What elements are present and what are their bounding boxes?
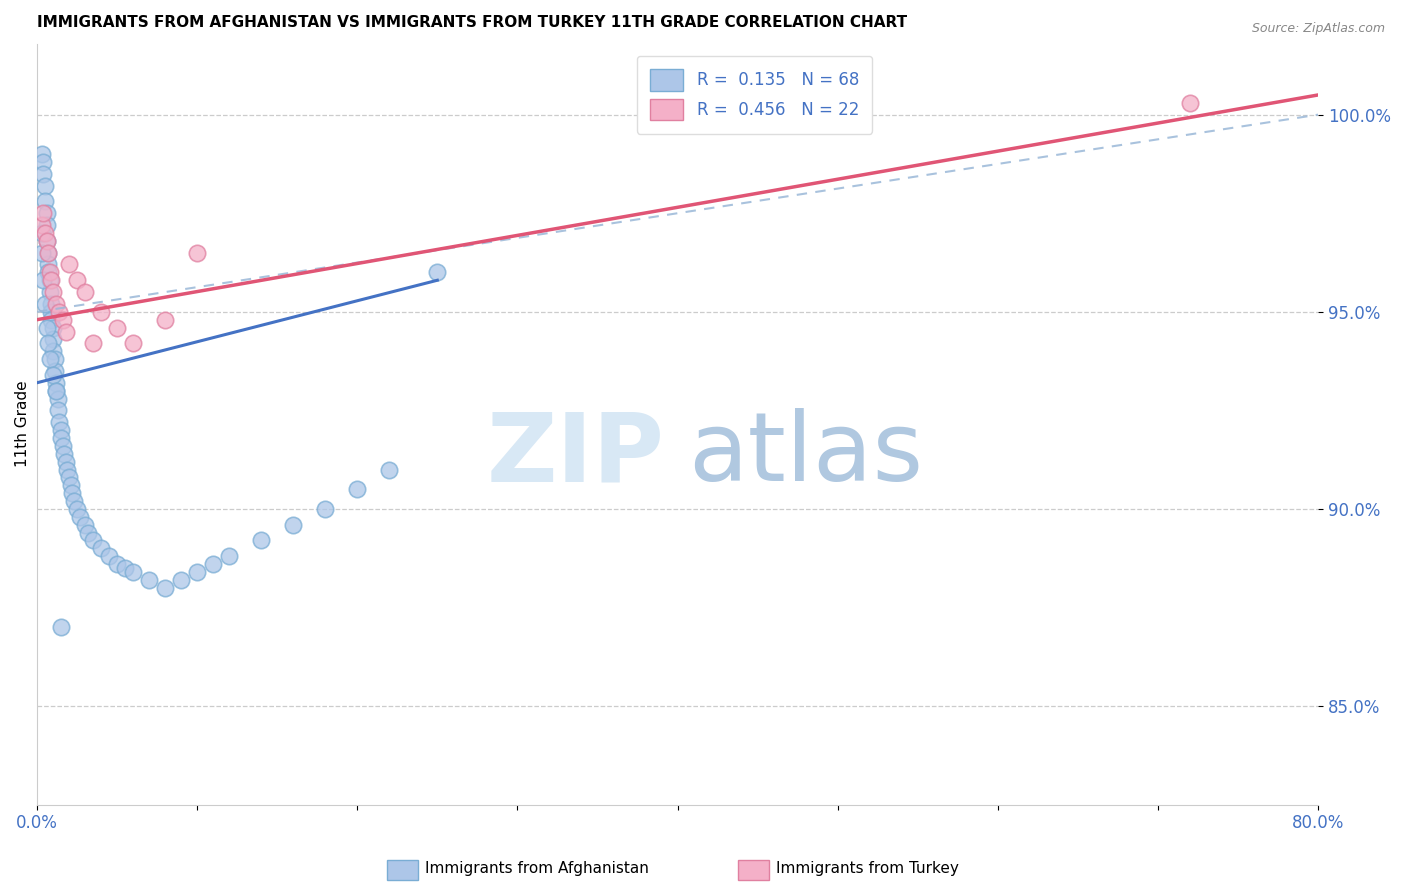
Point [41,273,63,287]
Point [66,273,89,287]
Point [218,549,240,564]
Point [45,376,67,390]
Point [170,573,193,587]
Point [138,573,160,587]
Point [122,565,145,579]
Text: Immigrants from Turkey: Immigrants from Turkey [776,862,959,876]
Point [32,155,55,169]
Point [90,541,112,556]
Point [90,305,112,319]
Point [46,403,69,417]
Point [35,234,58,248]
Point [58,258,80,272]
Point [34,297,56,311]
Text: Immigrants from Afghanistan: Immigrants from Afghanistan [425,862,648,876]
Point [37,245,59,260]
Text: Source: ZipAtlas.com: Source: ZipAtlas.com [1251,22,1385,36]
Point [38,285,60,299]
Point [153,312,176,326]
Point [46,392,69,406]
Point [41,297,63,311]
Point [38,352,60,367]
Point [153,581,176,595]
Point [250,533,273,548]
Point [34,226,56,240]
Point [42,368,65,382]
Point [42,285,65,299]
Point [49,423,72,437]
Point [37,245,59,260]
Point [35,234,58,248]
Point [55,455,77,469]
Point [52,439,75,453]
Point [122,336,145,351]
Point [283,517,305,532]
Point [31,245,53,260]
Point [73,285,96,299]
Point [66,502,89,516]
Point [32,167,55,181]
Point [346,482,368,496]
Point [35,206,58,220]
Point [49,620,72,634]
Point [31,147,53,161]
Point [42,332,65,346]
Text: ZIP: ZIP [486,409,664,501]
Point [31,226,53,240]
Point [98,549,121,564]
Point [186,565,208,579]
Point [378,462,401,476]
Text: atlas: atlas [688,409,924,501]
Point [44,352,66,367]
Point [32,206,55,220]
Point [45,297,67,311]
Point [49,431,72,445]
Point [62,494,84,508]
Point [45,384,67,398]
Point [34,178,56,193]
Point [58,470,80,484]
Point [41,305,63,319]
Point [41,312,63,326]
Point [35,320,58,334]
Point [105,320,128,334]
Point [32,273,55,287]
Point [202,557,225,571]
Point [38,273,60,287]
Point [56,462,79,476]
Point [1178,95,1201,110]
Point [59,478,82,492]
Point [55,325,77,339]
Point [42,344,65,359]
Point [82,533,104,548]
Point [44,364,66,378]
Point [37,258,59,272]
Point [69,509,91,524]
Legend: R =  0.135   N = 68, R =  0.456   N = 22: R = 0.135 N = 68, R = 0.456 N = 22 [637,56,872,134]
Point [105,557,128,571]
Point [48,305,70,319]
Point [42,320,65,334]
Point [37,336,59,351]
Point [52,312,75,326]
Point [31,218,53,232]
Point [114,561,136,575]
Point [82,336,104,351]
Point [45,384,67,398]
Point [426,265,449,279]
Point [53,447,76,461]
Point [48,415,70,429]
Point [60,486,83,500]
Point [35,218,58,232]
Point [77,525,100,540]
Point [38,265,60,279]
Point [37,265,59,279]
Y-axis label: 11th Grade: 11th Grade [15,381,30,467]
Point [314,502,336,516]
Point [34,194,56,209]
Text: IMMIGRANTS FROM AFGHANISTAN VS IMMIGRANTS FROM TURKEY 11TH GRADE CORRELATION CHA: IMMIGRANTS FROM AFGHANISTAN VS IMMIGRANT… [37,15,907,30]
Point [186,245,208,260]
Point [73,517,96,532]
